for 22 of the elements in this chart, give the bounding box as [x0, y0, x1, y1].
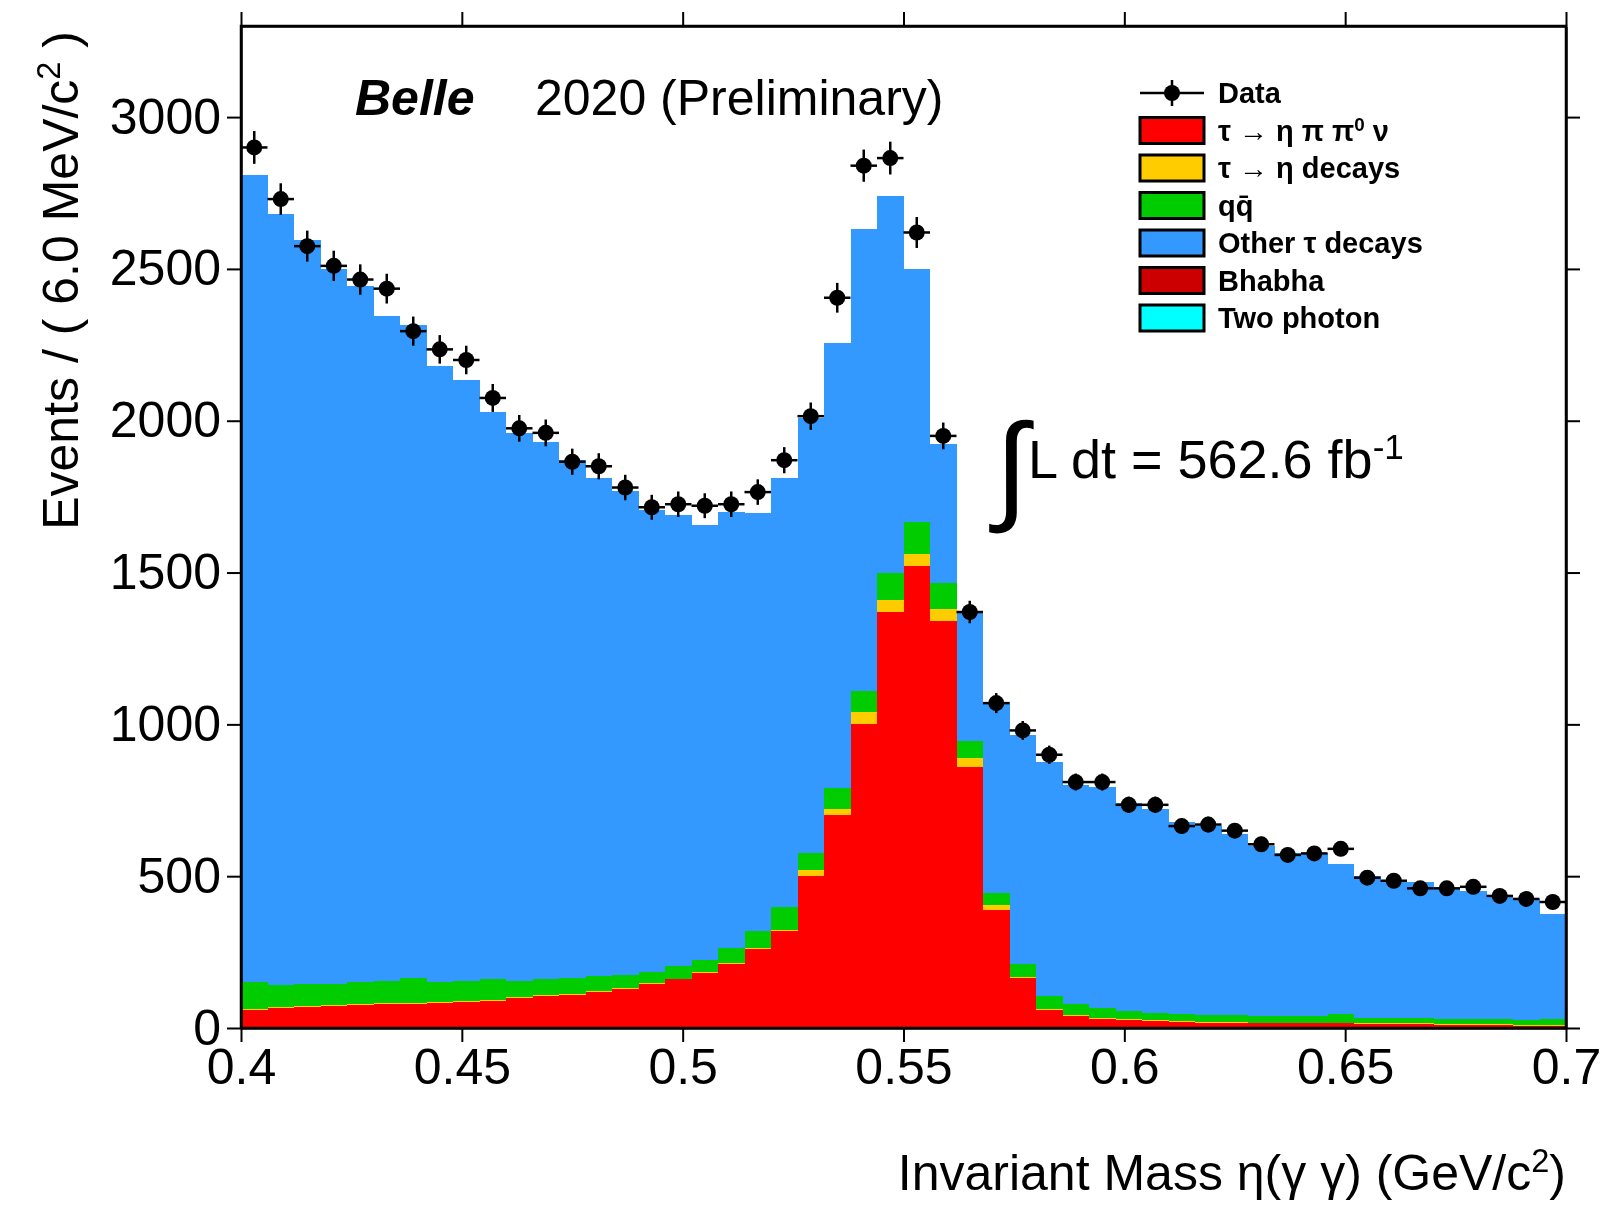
y-tick-label: 3000: [109, 88, 221, 145]
y-tick-label: 1500: [109, 544, 221, 601]
legend-label: Other τ decays: [1218, 227, 1423, 260]
y-tick-label: 2500: [109, 240, 221, 297]
y-tick-label: 1000: [109, 695, 221, 752]
y-tick-label: 2000: [109, 392, 221, 449]
x-tick-label: 0.6: [1090, 1038, 1160, 1095]
legend-label: Data: [1218, 77, 1282, 110]
y-tick-label: 500: [137, 847, 221, 904]
x-axis-title: Invariant Mass η(γ γ) (GeV/c$^{2}$): [897, 1143, 1566, 1201]
legend-label: Two photon: [1218, 302, 1381, 335]
annotation: Belle: [355, 70, 475, 126]
annotation: 2020 (Preliminary): [535, 70, 944, 126]
legend-label: qq̄: [1218, 189, 1254, 222]
legend-label: τ → η decays: [1218, 152, 1401, 185]
legend-label: τ → η π π$^{0}$ ν: [1218, 113, 1389, 147]
x-tick-label: 0.5: [648, 1038, 718, 1095]
x-tick-label: 0.55: [855, 1038, 953, 1095]
x-tick-label: 0.45: [413, 1038, 511, 1095]
x-tick-label: 0.7: [1531, 1038, 1602, 1095]
x-tick-label: 0.65: [1297, 1038, 1395, 1095]
legend-label: Bhabha: [1218, 264, 1326, 297]
